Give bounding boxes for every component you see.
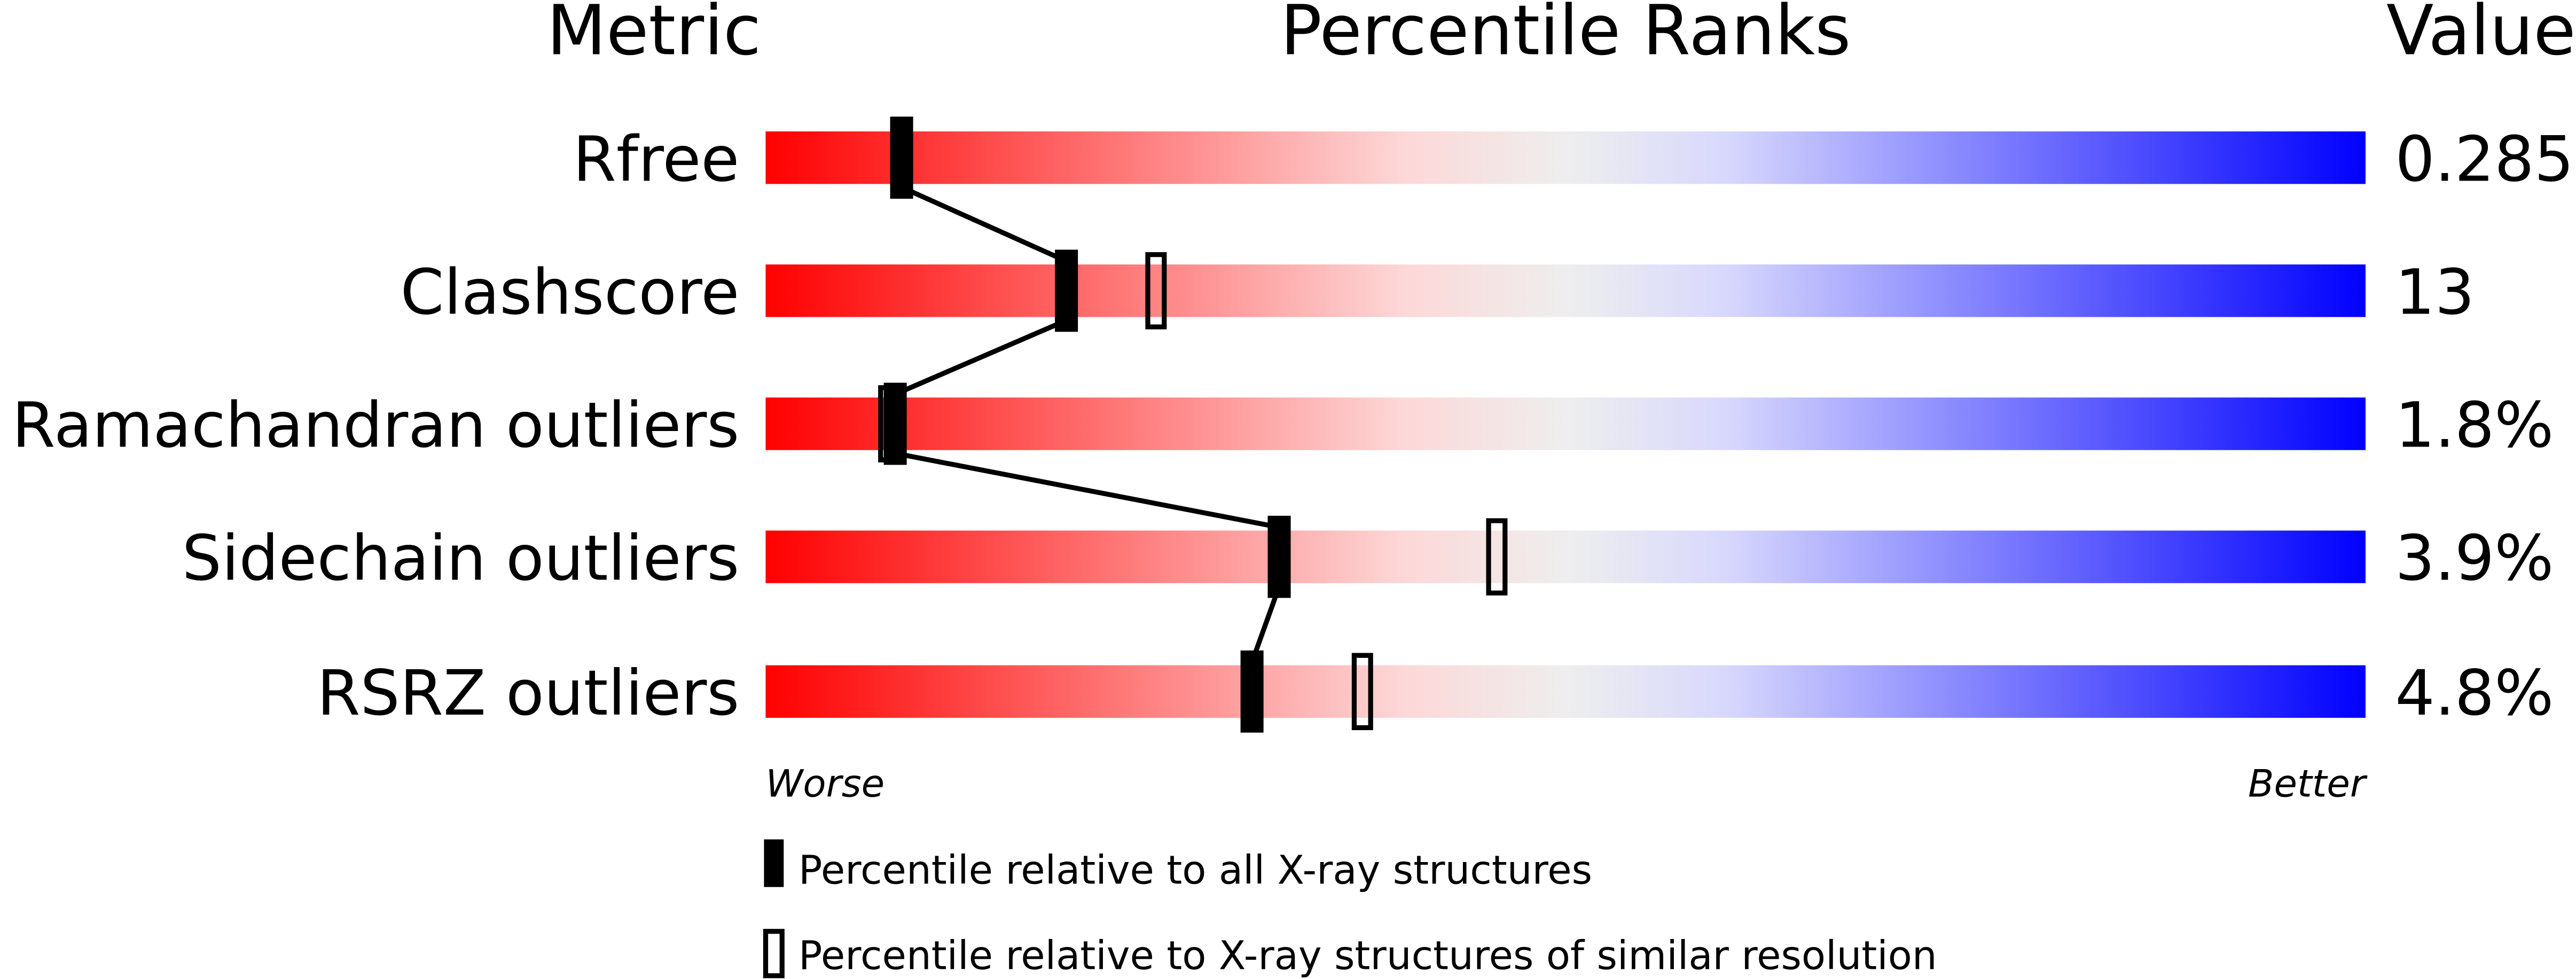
metric-value: 0.285 (2395, 123, 2574, 195)
marker-similar-resolution (1351, 653, 1373, 731)
legend-open-marker (763, 929, 785, 978)
header-value: Value (2386, 0, 2576, 71)
metric-value: 1.8% (2395, 389, 2554, 462)
legend-filled-marker (764, 839, 784, 887)
percentile-bar (765, 131, 2366, 184)
percentile-bar (765, 530, 2366, 583)
percentile-bar (765, 397, 2366, 450)
metric-label: Ramachandran outliers (12, 389, 739, 462)
metric-value: 3.9% (2395, 522, 2554, 595)
metric-label: Clashscore (401, 256, 740, 328)
connector-line (895, 451, 1280, 530)
connector-line (1249, 585, 1282, 663)
marker-similar-resolution (1145, 252, 1167, 330)
percentile-bar (765, 665, 2366, 718)
metric-value: 13 (2395, 256, 2475, 328)
connector-line (901, 185, 1068, 264)
legend-label-all: Percentile relative to all X-ray structu… (798, 848, 1592, 894)
axis-label-worse: Worse (765, 762, 884, 806)
metric-label: Sidechain outliers (182, 522, 739, 595)
connector-line (894, 318, 1068, 397)
marker-all-structures (1055, 249, 1078, 332)
legend-label-similar: Percentile relative to X-ray structures … (798, 933, 1937, 979)
marker-all-structures (890, 116, 913, 199)
marker-all-structures (1240, 650, 1264, 733)
marker-all-structures (1267, 515, 1291, 598)
header-metric: Metric (547, 0, 762, 71)
axis-label-better: Better (2248, 762, 2368, 806)
metric-label: Rfree (573, 123, 740, 195)
marker-all-structures (883, 382, 907, 465)
header-percentile-ranks: Percentile Ranks (1280, 0, 1851, 71)
metric-label: RSRZ outliers (317, 657, 739, 730)
marker-similar-resolution (1486, 518, 1508, 596)
percentile-bar (765, 264, 2366, 317)
metric-value: 4.8% (2395, 657, 2554, 730)
